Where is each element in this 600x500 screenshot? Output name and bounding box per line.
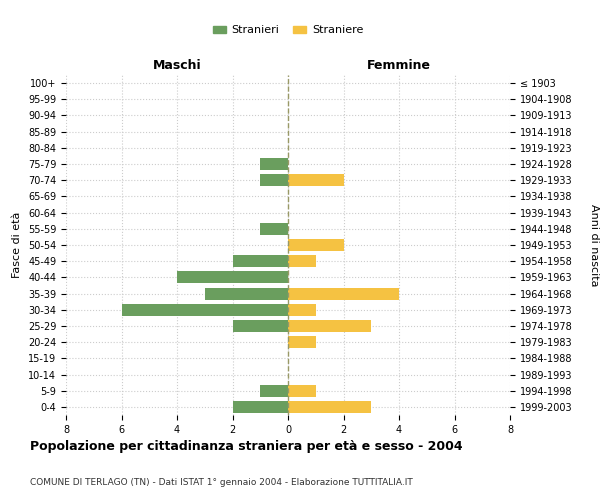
Bar [260, 174, 288, 186]
Text: Femmine: Femmine [367, 59, 431, 72]
Bar [288, 384, 316, 397]
Text: COMUNE DI TERLAGO (TN) - Dati ISTAT 1° gennaio 2004 - Elaborazione TUTTITALIA.IT: COMUNE DI TERLAGO (TN) - Dati ISTAT 1° g… [30, 478, 413, 487]
Text: Popolazione per cittadinanza straniera per età e sesso - 2004: Popolazione per cittadinanza straniera p… [30, 440, 463, 453]
Bar [288, 320, 371, 332]
Bar [205, 288, 288, 300]
Bar [233, 401, 288, 413]
Y-axis label: Fasce di età: Fasce di età [13, 212, 22, 278]
Bar [233, 320, 288, 332]
Bar [260, 222, 288, 235]
Bar [177, 272, 288, 283]
Bar [288, 336, 316, 348]
Bar [288, 255, 316, 268]
Bar [260, 158, 288, 170]
Bar [121, 304, 288, 316]
Bar [233, 255, 288, 268]
Bar [288, 174, 343, 186]
Bar [288, 288, 399, 300]
Bar [288, 239, 343, 251]
Bar [288, 401, 371, 413]
Text: Maschi: Maschi [152, 59, 202, 72]
Bar [260, 384, 288, 397]
Bar [288, 304, 316, 316]
Y-axis label: Anni di nascita: Anni di nascita [589, 204, 599, 286]
Legend: Stranieri, Straniere: Stranieri, Straniere [213, 26, 363, 36]
